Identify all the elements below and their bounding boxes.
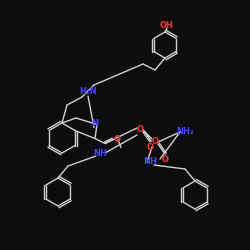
Text: NH: NH bbox=[143, 158, 157, 166]
Text: O: O bbox=[162, 154, 168, 164]
Text: N: N bbox=[92, 119, 98, 128]
Text: NH₂: NH₂ bbox=[176, 128, 194, 136]
Text: O: O bbox=[136, 126, 143, 134]
Text: O: O bbox=[114, 135, 120, 144]
Text: OH: OH bbox=[160, 20, 174, 30]
Text: O: O bbox=[146, 142, 154, 152]
Text: H₂N: H₂N bbox=[79, 88, 97, 96]
Text: O: O bbox=[152, 138, 158, 146]
Text: NH: NH bbox=[93, 148, 107, 158]
